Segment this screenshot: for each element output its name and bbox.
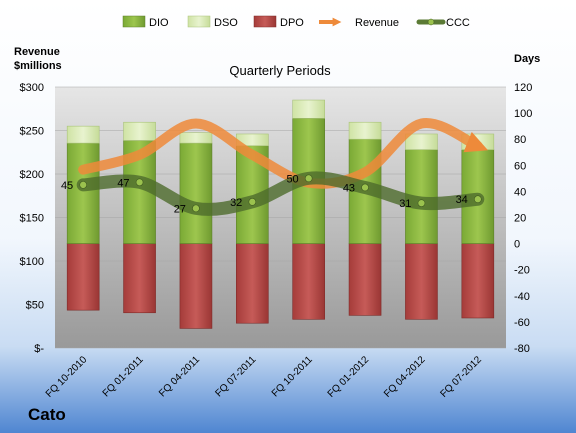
bar-dpo — [348, 243, 382, 316]
ccc-point — [361, 183, 369, 192]
ccc-series: 45 47 27 32 50 43 31 34 — [61, 171, 485, 216]
legend-dpo-label: DPO — [280, 17, 304, 29]
left-tick-label: $300 — [20, 82, 44, 94]
legend-dso-swatch — [187, 15, 211, 28]
legend-ccc-label: CCC — [446, 17, 470, 29]
x-tick-label: FQ 01-2011 — [101, 354, 146, 399]
ccc-point — [192, 204, 200, 213]
x-tick-label: FQ 04-2012 — [382, 354, 428, 400]
legend-revenue-label: Revenue — [355, 17, 399, 29]
x-axis-labels: FQ 10-2010 FQ 01-2011 FQ 04-2011 FQ 07-2011… — [44, 354, 484, 400]
ccc-point — [417, 199, 426, 207]
bar-dpo — [236, 243, 269, 324]
ccc-point — [135, 178, 144, 187]
bar-dio — [179, 142, 213, 244]
right-tick-label: 80 — [514, 134, 526, 146]
bar-dpo — [461, 243, 495, 319]
ccc-data-label: 50 — [286, 173, 298, 185]
bar-dpo — [123, 243, 156, 314]
bar-dpo — [405, 243, 438, 320]
right-tick-label: -60 — [514, 317, 530, 329]
legend: DIO DSO DPO Revenue CCC — [122, 15, 470, 29]
right-tick-label: 0 — [514, 239, 520, 251]
bar-dpo — [179, 243, 213, 329]
right-tick-label: -40 — [514, 291, 530, 303]
legend-dio-label: DIO — [149, 17, 169, 29]
revenue-line — [78, 118, 489, 189]
right-tick-label: 60 — [514, 160, 526, 172]
chart-title: Quarterly Periods — [229, 63, 331, 78]
bar-dso — [292, 99, 325, 119]
left-tick-label: $150 — [20, 213, 44, 225]
ccc-data-label: 27 — [174, 203, 186, 215]
bar-dpo — [66, 243, 100, 311]
right-tick-label: -80 — [514, 343, 530, 355]
left-axis-ticks: $300 $250 $200 $150 $100 $50 $- — [20, 82, 45, 355]
right-tick-label: 100 — [514, 108, 532, 120]
ccc-line — [76, 171, 485, 216]
right-axis-ticks: 120 100 80 60 40 20 0 -20 -40 -60 -80 — [514, 82, 532, 355]
right-axis-label: Days — [514, 53, 540, 65]
left-tick-label: $200 — [20, 169, 44, 181]
right-tick-label: 120 — [514, 82, 532, 94]
revenue-series — [78, 118, 489, 189]
x-tick-label: FQ 10-2010 — [44, 354, 90, 400]
ccc-point — [248, 198, 257, 206]
ccc-data-label: 43 — [343, 182, 355, 194]
ccc-point — [304, 174, 313, 183]
left-tick-label: $250 — [20, 126, 44, 138]
x-tick-label: FQ 10-2011 — [270, 354, 315, 399]
x-tick-label: FQ 01-2012 — [326, 354, 372, 400]
legend-dio-swatch — [122, 15, 146, 28]
ccc-data-label: 31 — [399, 198, 411, 210]
bar-dso — [123, 121, 156, 141]
bar-dso — [405, 133, 438, 150]
bar-dpo — [292, 243, 325, 320]
ccc-data-label: 34 — [456, 194, 468, 206]
bar-dso — [348, 121, 382, 140]
left-tick-label: $100 — [20, 256, 44, 268]
bar-dso — [179, 132, 213, 144]
ccc-data-label: 47 — [117, 177, 129, 189]
left-tick-label: $50 — [26, 300, 44, 312]
legend-ccc-marker — [427, 18, 435, 26]
bar-dio — [66, 142, 100, 244]
legend-dpo-swatch — [253, 15, 277, 28]
legend-dso-label: DSO — [214, 17, 238, 29]
left-tick-label: $- — [34, 343, 44, 355]
ccc-data-label: 45 — [61, 180, 73, 192]
bar-dso — [66, 125, 100, 144]
x-tick-label: FQ 07-2011 — [213, 354, 258, 399]
ccc-point — [79, 181, 87, 189]
left-axis-label-line-2: $millions — [14, 60, 62, 72]
left-axis-label-line-1: Revenue — [14, 46, 60, 58]
x-tick-label: FQ 07-2012 — [438, 354, 484, 400]
ccc-point — [474, 195, 482, 204]
x-tick-label: FQ 04-2011 — [157, 354, 202, 399]
right-tick-label: 40 — [514, 186, 526, 198]
company-name: Cato — [28, 405, 66, 424]
right-tick-label: -20 — [514, 265, 530, 277]
ccc-data-label: 32 — [230, 197, 242, 209]
right-tick-label: 20 — [514, 213, 526, 225]
